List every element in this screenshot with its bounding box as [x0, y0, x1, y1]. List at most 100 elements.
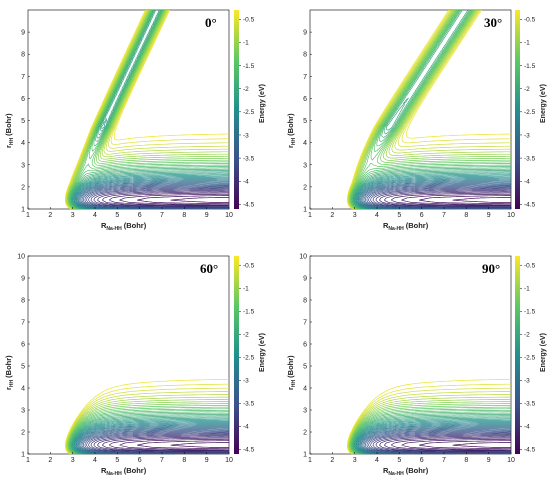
contour-level-4 [102, 436, 229, 452]
contour-level-18 [357, 423, 512, 455]
colorbar-tick-label: -2 [243, 86, 249, 93]
x-tick-label: 8 [464, 457, 468, 464]
colorbar-ticks: -0.5 -1 -1.5 -2 -2.5 -3 -3.5 -4 -4.5 [520, 263, 536, 454]
y-tick-labels: 1 2 3 4 5 6 7 8 9 10 [299, 254, 312, 459]
colorbar-tick-label: -3 [524, 378, 530, 385]
contour-level-1 [418, 440, 512, 450]
y-axis-label: rHH(Bohr) [286, 113, 297, 148]
contour-level-2 [119, 438, 229, 451]
x-tick-labels: 1 2 3 4 5 6 7 8 9 10 [308, 207, 515, 219]
colorbar [515, 256, 520, 454]
contour-level-17 [358, 424, 511, 455]
x-tick-label: 3 [71, 457, 75, 464]
panel-0deg: 1 2 3 4 5 6 7 8 9 10 1 2 3 4 5 6 7 8 9 0° RNa-HH (Bohr) rH… [4, 9, 266, 232]
x-tick-label: 3 [353, 457, 357, 464]
x-tick-label: 9 [487, 212, 491, 219]
colorbar-tick-label: -0.5 [524, 17, 536, 24]
colorbar-tick-label: -2 [524, 332, 530, 339]
x-tick-label: 2 [330, 457, 334, 464]
x-tick-label: 4 [375, 212, 379, 219]
x-tick-label: 10 [225, 457, 233, 464]
colorbar-tick-label: -1 [524, 40, 530, 47]
x-axis-label: RNa-HH (Bohr) [383, 221, 429, 232]
y-tick-label: 9 [21, 30, 25, 37]
y-tick-label: 10 [17, 254, 25, 261]
colorbar-ticks: -0.5 -1 -1.5 -2 -2.5 -3 -3.5 -4 -4.5 [239, 263, 255, 454]
colorbar-tick-label: -1 [243, 40, 249, 47]
contour-level-5 [97, 435, 229, 452]
y-tick-label: 5 [303, 118, 307, 125]
contour-level-2 [401, 438, 511, 451]
angle-label: 0° [205, 15, 217, 30]
x-tick-label: 2 [48, 212, 52, 219]
contour-level-15 [360, 180, 512, 210]
y-tick-label: 3 [21, 162, 25, 169]
x-tick-labels: 1 2 3 4 5 6 7 8 9 10 [308, 452, 515, 464]
y-tick-labels: 1 2 3 4 5 6 7 8 9 [303, 30, 312, 214]
contour-level-1 [136, 440, 230, 450]
colorbar [515, 10, 520, 209]
contour-level-22 [354, 173, 511, 210]
x-tick-label: 6 [420, 212, 424, 219]
x-tick-label: 3 [71, 212, 75, 219]
x-tick-label: 2 [330, 212, 334, 219]
angle-label: 90° [482, 261, 500, 276]
y-tick-label: 8 [21, 298, 25, 305]
contour-level-5 [379, 435, 511, 452]
x-tick-label: 4 [93, 457, 97, 464]
x-tick-label: 10 [507, 212, 515, 219]
x-tick-label: 2 [48, 457, 52, 464]
colorbar-tick-label: -4.5 [243, 202, 255, 209]
y-tick-label: 6 [21, 342, 25, 349]
y-tick-label: 1 [21, 207, 25, 214]
contour-level-25 [71, 9, 229, 210]
contour-lines [64, 379, 230, 455]
x-tick-label: 8 [464, 212, 468, 219]
contour-level-4 [384, 436, 511, 452]
contour-level-0 [452, 442, 512, 448]
y-tick-label: 7 [21, 74, 25, 81]
x-tick-label: 7 [160, 212, 164, 219]
contour-level-15 [360, 426, 511, 455]
contour-level-20 [356, 421, 511, 455]
x-tick-label: 1 [308, 457, 312, 464]
contour-level-3 [108, 192, 229, 206]
y-tick-label: 9 [303, 30, 307, 37]
x-tick-label: 8 [182, 457, 186, 464]
contour-lines [64, 9, 230, 210]
contour-level-41 [346, 379, 511, 455]
x-tick-label: 9 [205, 457, 209, 464]
y-tick-label: 7 [303, 320, 307, 327]
x-tick-label: 7 [442, 457, 446, 464]
colorbar-tick-label: -3 [243, 378, 249, 385]
colorbar-tick-label: -3.5 [243, 401, 255, 408]
y-axis-label: rHH(Bohr) [4, 355, 15, 390]
colorbar-tick-label: -3 [524, 132, 530, 139]
y-tick-label: 5 [303, 364, 307, 371]
y-tick-label: 4 [303, 140, 307, 147]
y-tick-label: 8 [21, 52, 25, 59]
y-tick-label: 7 [21, 320, 25, 327]
colorbar-tick-label: -1 [243, 286, 249, 293]
colorbar-tick-label: -2.5 [524, 355, 536, 362]
contour-level-21 [355, 419, 511, 455]
y-tick-label: 2 [21, 184, 25, 191]
contour-level-15 [78, 180, 230, 210]
y-tick-label: 4 [303, 386, 307, 393]
x-tick-label: 5 [397, 457, 401, 464]
contour-level-23 [354, 417, 511, 455]
contour-level-25 [353, 415, 511, 455]
contour-level-19 [74, 176, 229, 210]
x-axis-label: RNa-HH (Bohr) [101, 221, 147, 232]
y-tick-label: 2 [21, 430, 25, 437]
y-tick-label: 8 [303, 298, 307, 305]
contour-level-2 [119, 193, 230, 206]
contour-level-4 [102, 191, 230, 207]
x-tick-label: 6 [138, 457, 142, 464]
contour-level-18 [75, 423, 230, 455]
x-tick-label: 9 [487, 457, 491, 464]
x-tick-label: 5 [115, 457, 119, 464]
colorbar-tick-label: -4.5 [524, 447, 536, 454]
colorbar-tick-label: -2.5 [243, 109, 255, 116]
contour-level-17 [358, 178, 511, 210]
